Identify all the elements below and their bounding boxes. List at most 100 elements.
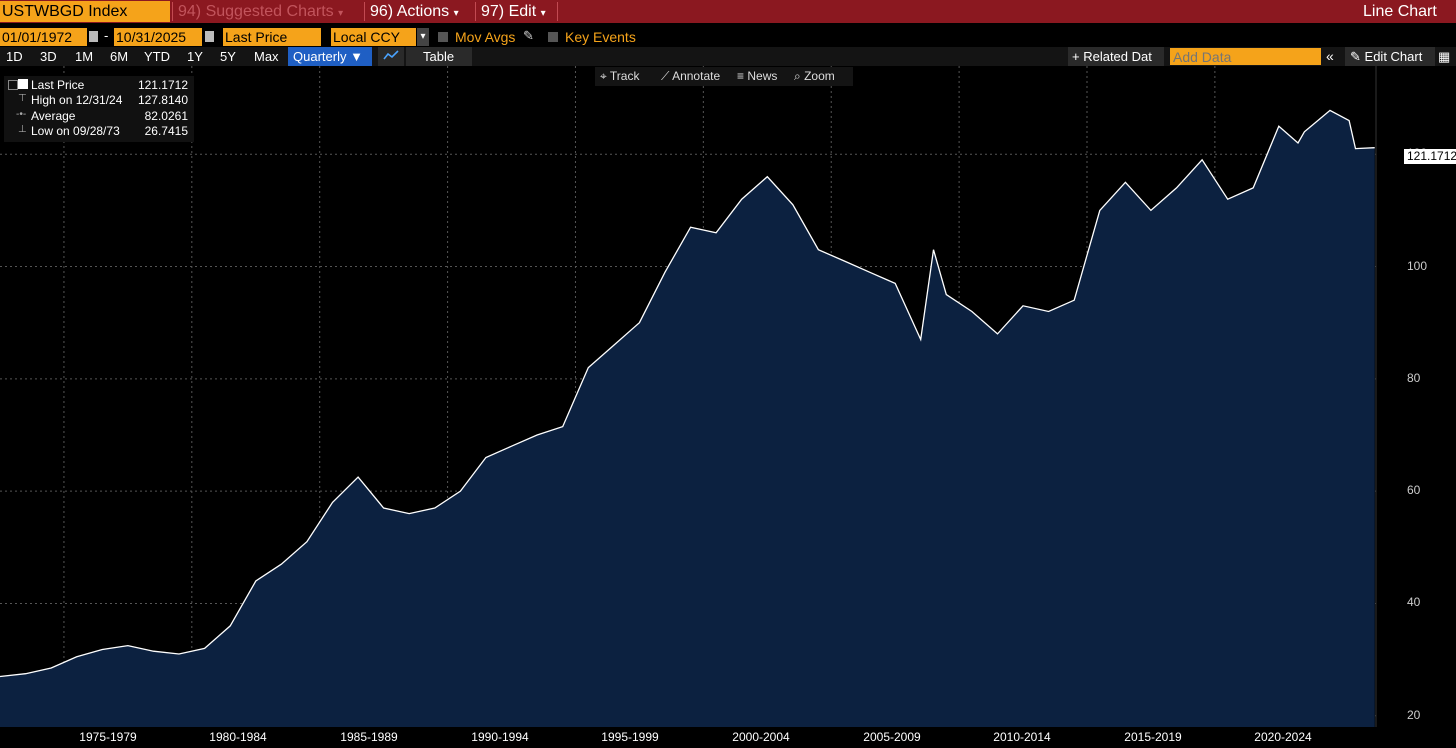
range-3d-button[interactable]: 3D: [40, 49, 57, 64]
title-bar: USTWBGD Index 94) Suggested Charts ▾ 96)…: [0, 0, 1456, 23]
x-tick-label: 2015-2019: [1124, 730, 1182, 744]
range-bar: 1D 3D 1M 6M YTD 1Y 5Y Max Quarterly ▼ Ta…: [0, 47, 1456, 66]
separator: [364, 2, 365, 21]
grid-icon[interactable]: ▦: [1438, 49, 1451, 64]
legend-swatch: [18, 79, 28, 89]
average-marker-icon: -•-: [16, 109, 27, 120]
x-tick-label: 1985-1989: [340, 730, 398, 744]
mov-avgs-label[interactable]: Mov Avgs: [455, 29, 516, 45]
edit-label: 97) Edit: [481, 3, 537, 20]
zoom-label: Zoom: [804, 69, 835, 83]
legend-high-label: High on 12/31/24: [31, 93, 123, 107]
field-select[interactable]: Last Price: [223, 28, 321, 46]
add-data-input[interactable]: [1170, 48, 1321, 65]
start-date-input[interactable]: 01/01/1972: [0, 28, 87, 46]
pencil-icon: ✎: [1350, 49, 1361, 64]
chart-type-title: Line Chart: [1363, 3, 1437, 20]
currency-select[interactable]: Local CCY: [331, 28, 416, 46]
zoom-tool[interactable]: ⌕ Zoom: [794, 67, 835, 86]
suggested-charts-menu[interactable]: 94) Suggested Charts ▾: [178, 0, 343, 23]
calendar-icon[interactable]: [89, 31, 98, 42]
key-events-checkbox[interactable]: [548, 32, 558, 42]
dropdown-icon: ▾: [540, 8, 546, 19]
area-fill: [0, 110, 1375, 727]
track-tool[interactable]: ⌖ Track: [600, 67, 639, 86]
edit-chart-bg: [1345, 47, 1435, 66]
key-events-label[interactable]: Key Events: [565, 29, 636, 45]
edit-chart-label: Edit Chart: [1364, 49, 1423, 64]
y-tick-label: 40: [1407, 595, 1421, 610]
date-dash: -: [104, 28, 109, 43]
dropdown-icon: ▾: [453, 8, 459, 19]
dropdown-icon[interactable]: ▾: [417, 28, 429, 46]
x-tick-label: 1990-1994: [471, 730, 529, 744]
legend-last-label: Last Price: [31, 78, 85, 92]
actions-menu[interactable]: 96) Actions ▾: [370, 0, 459, 23]
x-tick-label: 1980-1984: [209, 730, 267, 744]
related-data-button[interactable]: + Related Dat: [1072, 49, 1152, 64]
y-tick-label: 100: [1407, 258, 1428, 273]
x-axis: 1975-1979 1980-1984 1985-1989 1990-1994 …: [0, 727, 1456, 748]
news-tool[interactable]: ≡ News: [737, 67, 777, 86]
range-1m-button[interactable]: 1M: [75, 49, 94, 64]
controls-bar: 01/01/1972 - 10/31/2025 Last Price Local…: [0, 28, 1456, 46]
legend-avg-value: 82.0261: [144, 109, 188, 123]
dropdown-icon: ▾: [338, 8, 344, 19]
edit-chart-button[interactable]: ✎ Edit Chart: [1350, 47, 1422, 66]
y-tick-label: 20: [1407, 707, 1421, 722]
frequency-select[interactable]: Quarterly ▼: [288, 47, 372, 66]
last-price-marker: 121.1712: [1404, 149, 1456, 164]
related-bg: [1068, 47, 1164, 66]
news-label: News: [747, 69, 778, 83]
suggested-charts-label: 94) Suggested Charts: [178, 3, 334, 20]
edit-menu[interactable]: 97) Edit ▾: [481, 0, 546, 23]
ticker-field[interactable]: USTWBGD Index: [0, 1, 170, 22]
legend-avg-label: Average: [31, 109, 76, 123]
annotate-tool[interactable]: ⟋ Annotate: [661, 67, 720, 86]
mov-avgs-checkbox[interactable]: [438, 32, 448, 42]
range-ytd-button[interactable]: YTD: [144, 49, 170, 64]
collapse-icon[interactable]: «: [1326, 48, 1334, 64]
annotate-label: Annotate: [672, 69, 721, 83]
range-1d-button[interactable]: 1D: [6, 49, 23, 64]
calendar-icon[interactable]: [205, 31, 214, 42]
legend-low-value: 26.7415: [144, 124, 188, 138]
high-marker-icon: ⊤: [18, 93, 27, 104]
range-1y-button[interactable]: 1Y: [187, 49, 203, 64]
end-date-input[interactable]: 10/31/2025: [114, 28, 202, 46]
chart-tools: ⌖ Track ⟋ Annotate ≡ News ⌕ Zoom: [595, 67, 853, 86]
x-tick-label: 2000-2004: [732, 730, 790, 744]
legend-last-value: 121.1712: [137, 78, 188, 92]
x-tick-label: 2005-2009: [863, 730, 921, 744]
legend-low-label: Low on 09/28/73: [31, 124, 120, 138]
separator: [475, 2, 476, 21]
line-chart-icon-svg: [383, 50, 399, 60]
x-tick-label: 1995-1999: [601, 730, 659, 744]
actions-label: 96) Actions: [370, 3, 450, 20]
separator: [557, 2, 558, 21]
price-line: [0, 109, 1375, 678]
x-tick-label: 1975-1979: [79, 730, 137, 744]
track-label: Track: [609, 69, 640, 83]
low-marker-icon: ⊥: [18, 124, 27, 135]
y-tick-label: 60: [1407, 483, 1421, 498]
y-tick-label: 80: [1407, 370, 1421, 385]
range-max-button[interactable]: Max: [254, 49, 279, 64]
legend-high-value: 127.8140: [137, 93, 188, 107]
legend-panel: Last Price 121.1712 ⊤ High on 12/31/24 1…: [4, 76, 194, 142]
table-tab-bg: [406, 47, 472, 66]
crosshair-icon: ⌖: [600, 69, 607, 83]
x-tick-label: 2010-2014: [993, 730, 1051, 744]
table-button[interactable]: Table: [423, 49, 455, 64]
news-icon: ≡: [737, 69, 745, 83]
range-5y-button[interactable]: 5Y: [220, 49, 236, 64]
line-chart-icon[interactable]: [378, 47, 404, 66]
magnifier-icon: ⌕: [794, 69, 801, 83]
legend-box-icon: [8, 80, 18, 90]
range-6m-button[interactable]: 6M: [110, 49, 129, 64]
separator: [172, 2, 173, 21]
x-tick-label: 2020-2024: [1254, 730, 1312, 744]
pencil-icon[interactable]: ✎: [523, 28, 534, 43]
annotate-icon: ⟋: [661, 69, 670, 83]
